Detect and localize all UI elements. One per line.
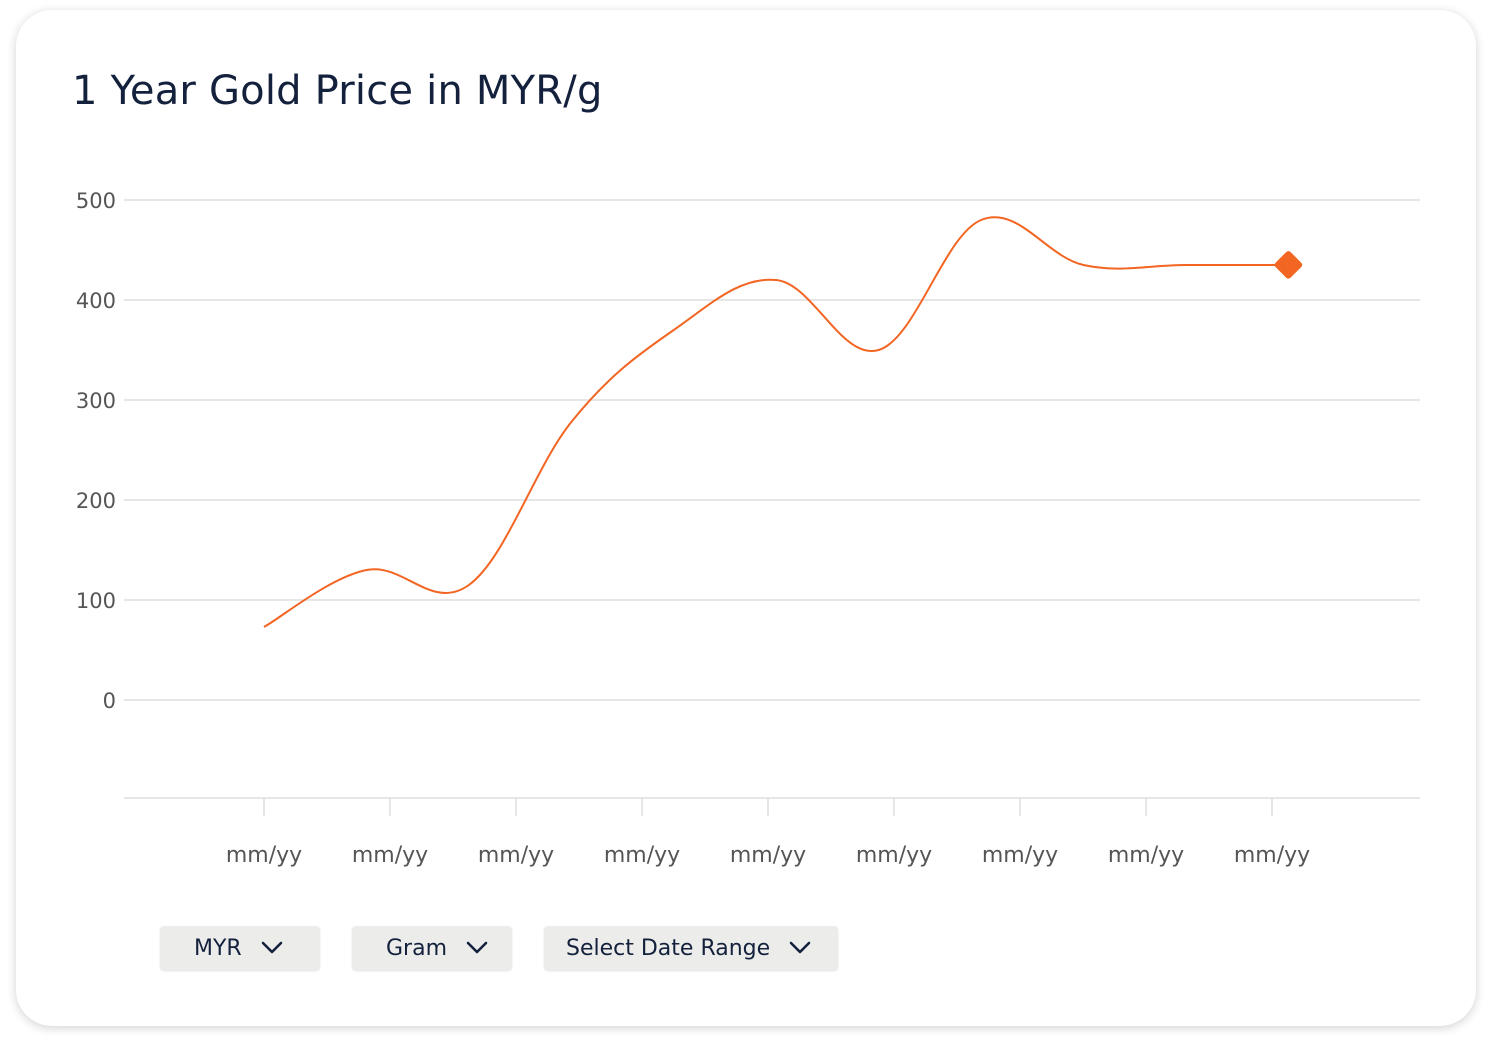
y-tick-label: 400 xyxy=(76,289,116,313)
x-tick-label: mm/yy xyxy=(856,843,932,868)
y-tick-label: 300 xyxy=(76,389,116,413)
chevron-down-icon xyxy=(261,941,283,954)
chevron-down-icon xyxy=(789,941,811,954)
chart-controls: MYR Gram Select Date Range xyxy=(160,926,838,970)
y-tick-label: 0 xyxy=(103,689,116,713)
gridlines xyxy=(124,199,1420,701)
chevron-down-icon xyxy=(466,941,488,954)
x-tick-label: mm/yy xyxy=(730,843,806,868)
x-tick-label: mm/yy xyxy=(604,843,680,868)
y-tick-label: 200 xyxy=(76,489,116,513)
date-range-dropdown-label: Select Date Range xyxy=(566,935,771,961)
chart-title: 1 Year Gold Price in MYR/g xyxy=(72,68,603,114)
x-tick-label: mm/yy xyxy=(478,843,554,868)
unit-dropdown[interactable]: Gram xyxy=(352,926,512,970)
x-tick-label: mm/yy xyxy=(226,843,302,868)
x-tick-label: mm/yy xyxy=(352,843,428,868)
date-range-dropdown[interactable]: Select Date Range xyxy=(544,926,838,970)
unit-dropdown-label: Gram xyxy=(386,935,448,961)
currency-dropdown[interactable]: MYR xyxy=(160,926,320,970)
series-group xyxy=(263,216,1303,628)
y-axis-ticks: 0 100 200 300 400 500 xyxy=(76,189,116,713)
y-tick-label: 500 xyxy=(76,189,116,213)
currency-dropdown-label: MYR xyxy=(194,935,242,961)
x-tick-label: mm/yy xyxy=(1108,843,1184,868)
y-tick-label: 100 xyxy=(76,589,116,613)
x-tick-label: mm/yy xyxy=(1234,843,1310,868)
x-tick-label: mm/yy xyxy=(982,843,1058,868)
end-point-marker xyxy=(1274,251,1303,279)
series-line xyxy=(263,216,1289,628)
chart-card: 1 Year Gold Price in MYR/g 0 100 200 300 400… xyxy=(16,10,1476,1026)
x-axis: mm/yy mm/yy mm/yy mm/yy mm/yy mm/yy mm/yy mm/yy… xyxy=(124,797,1420,868)
